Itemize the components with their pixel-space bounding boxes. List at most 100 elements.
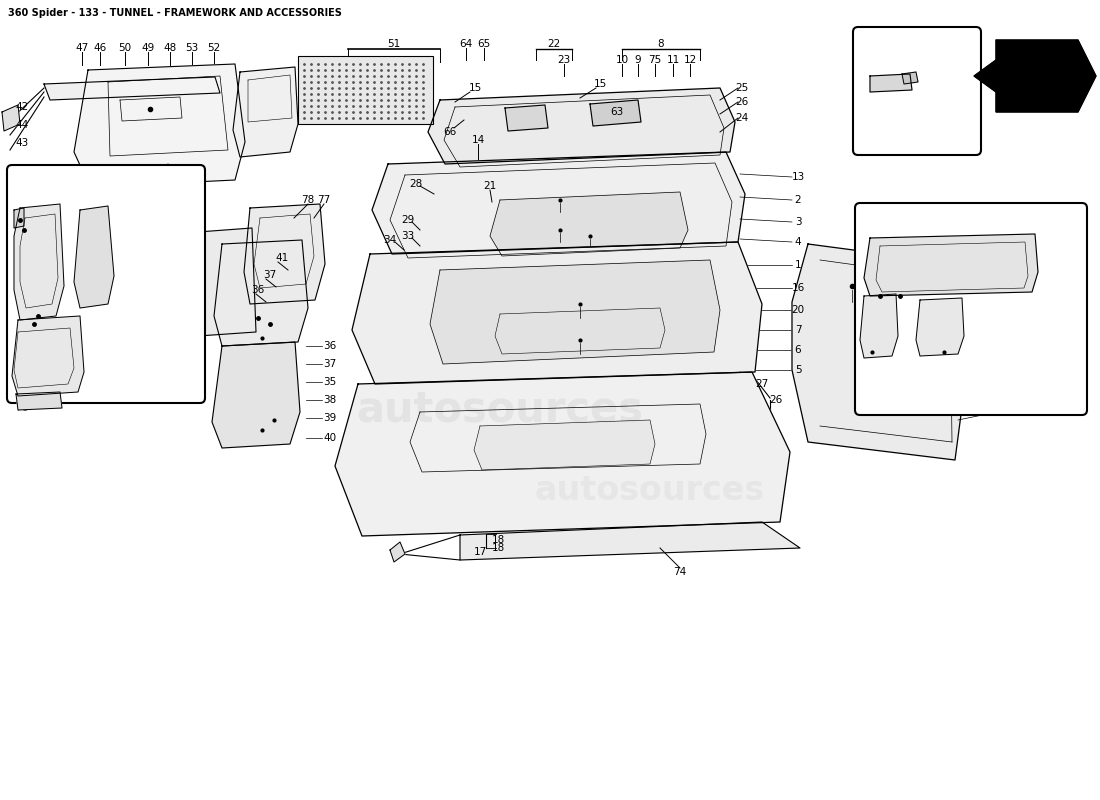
Polygon shape — [233, 67, 298, 157]
Text: 4: 4 — [994, 227, 1001, 237]
Text: 2: 2 — [953, 211, 959, 221]
Text: 39: 39 — [323, 413, 337, 423]
Text: 15: 15 — [469, 83, 482, 93]
Text: 75: 75 — [648, 55, 661, 65]
Text: 25: 25 — [736, 83, 749, 93]
Polygon shape — [14, 208, 24, 228]
Text: 14: 14 — [472, 135, 485, 145]
Text: 48: 48 — [164, 43, 177, 53]
Text: 17: 17 — [473, 547, 486, 557]
Text: 42: 42 — [15, 102, 29, 112]
Text: 29: 29 — [402, 215, 415, 225]
Polygon shape — [860, 294, 898, 358]
Polygon shape — [12, 316, 84, 396]
Text: 78: 78 — [301, 195, 315, 205]
Text: 28: 28 — [409, 179, 422, 189]
Text: 18: 18 — [492, 543, 505, 553]
Text: 71: 71 — [25, 187, 39, 197]
Polygon shape — [460, 522, 800, 560]
Text: 15: 15 — [593, 79, 606, 89]
Text: 13: 13 — [791, 172, 804, 182]
Polygon shape — [16, 392, 62, 410]
Text: 11: 11 — [667, 55, 680, 65]
Text: 7: 7 — [794, 325, 801, 335]
Text: 58: 58 — [1064, 247, 1077, 257]
Text: 1: 1 — [794, 260, 801, 270]
Polygon shape — [590, 100, 641, 126]
Text: 24: 24 — [736, 113, 749, 123]
Polygon shape — [505, 105, 548, 131]
Text: 76: 76 — [15, 403, 29, 413]
Text: 37: 37 — [323, 359, 337, 369]
Text: autosources: autosources — [356, 389, 644, 431]
FancyBboxPatch shape — [852, 27, 981, 155]
Text: 9: 9 — [635, 55, 641, 65]
Text: 3: 3 — [794, 217, 801, 227]
Text: 55: 55 — [378, 62, 392, 72]
Text: 4: 4 — [794, 237, 801, 247]
Text: 57: 57 — [1064, 223, 1077, 233]
Text: 72: 72 — [45, 187, 58, 197]
Polygon shape — [430, 260, 720, 364]
Text: 44: 44 — [15, 120, 29, 130]
Polygon shape — [212, 342, 300, 448]
Text: 56: 56 — [406, 62, 419, 72]
Text: 65: 65 — [477, 39, 491, 49]
Text: 40: 40 — [323, 433, 337, 443]
Text: 34: 34 — [384, 235, 397, 245]
Text: 47: 47 — [76, 43, 89, 53]
Text: 26: 26 — [769, 395, 782, 405]
Text: 67: 67 — [87, 335, 100, 345]
Text: F1: F1 — [1043, 209, 1062, 223]
Text: 38: 38 — [323, 395, 337, 405]
Text: 22: 22 — [893, 37, 906, 47]
Text: 21: 21 — [483, 181, 496, 191]
Bar — [298, 56, 433, 124]
Polygon shape — [792, 244, 965, 460]
Text: 32: 32 — [184, 277, 197, 287]
Text: 37: 37 — [263, 270, 276, 280]
Text: 8: 8 — [658, 39, 664, 49]
Text: 50: 50 — [119, 43, 132, 53]
Polygon shape — [74, 64, 245, 187]
Text: USA: USA — [876, 103, 907, 117]
Text: 59: 59 — [1064, 295, 1077, 305]
Polygon shape — [336, 372, 790, 536]
Text: 80: 80 — [162, 195, 175, 205]
Text: 5: 5 — [794, 365, 801, 375]
Polygon shape — [14, 204, 64, 320]
Text: 66: 66 — [443, 127, 456, 137]
Polygon shape — [44, 77, 220, 100]
Text: 23: 23 — [905, 49, 918, 59]
Polygon shape — [870, 74, 912, 92]
FancyBboxPatch shape — [855, 203, 1087, 415]
Text: 73: 73 — [1064, 395, 1077, 405]
Text: 52: 52 — [208, 43, 221, 53]
Polygon shape — [214, 240, 308, 346]
Text: 45: 45 — [172, 177, 185, 187]
Text: 2: 2 — [794, 195, 801, 205]
Text: F1: F1 — [1014, 270, 1025, 278]
Text: 51: 51 — [387, 39, 400, 49]
Polygon shape — [916, 298, 964, 356]
Text: 18: 18 — [492, 535, 505, 545]
Text: 49: 49 — [142, 43, 155, 53]
Text: 31: 31 — [184, 295, 197, 305]
Text: autosources: autosources — [535, 474, 766, 506]
Text: 79: 79 — [153, 211, 166, 221]
Text: 16: 16 — [791, 283, 804, 293]
Text: 68: 68 — [94, 355, 107, 365]
Polygon shape — [372, 152, 745, 254]
Text: 36: 36 — [252, 285, 265, 295]
Text: 77: 77 — [318, 195, 331, 205]
Polygon shape — [244, 204, 324, 304]
Text: 36: 36 — [323, 341, 337, 351]
Text: 27: 27 — [756, 379, 769, 389]
Text: }: } — [1059, 234, 1067, 246]
Text: 10: 10 — [615, 55, 628, 65]
Text: 43: 43 — [15, 138, 29, 148]
Text: 360 Spider - 133 - TUNNEL - FRAMEWORK AND ACCESSORIES: 360 Spider - 133 - TUNNEL - FRAMEWORK AN… — [8, 8, 342, 18]
Polygon shape — [428, 88, 735, 164]
Polygon shape — [974, 40, 1096, 112]
Text: 6: 6 — [794, 345, 801, 355]
